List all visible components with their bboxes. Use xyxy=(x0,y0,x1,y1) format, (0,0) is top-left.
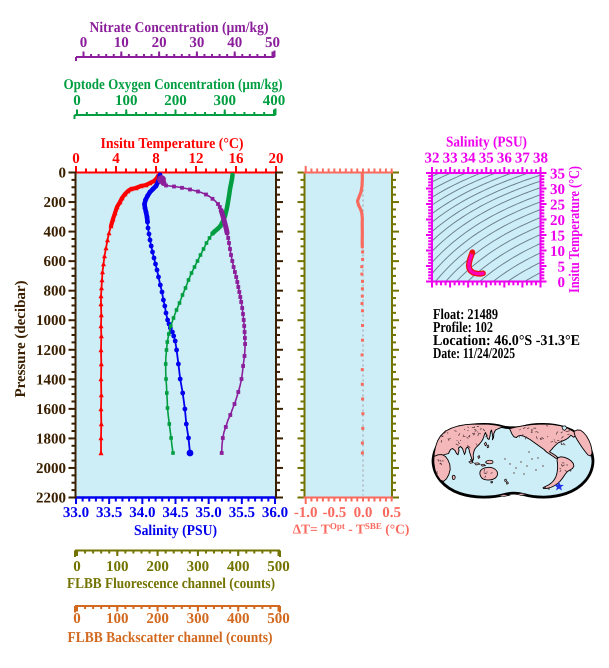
svg-text:12: 12 xyxy=(189,151,204,167)
svg-text:8: 8 xyxy=(152,151,160,167)
svg-text:400: 400 xyxy=(263,93,286,109)
svg-text:200: 200 xyxy=(44,195,67,211)
svg-text:0.0: 0.0 xyxy=(354,505,373,521)
svg-text:36: 36 xyxy=(497,151,513,167)
svg-text:4: 4 xyxy=(112,151,120,167)
svg-text:37: 37 xyxy=(515,151,531,167)
svg-text:Salinity (PSU): Salinity (PSU) xyxy=(134,523,217,539)
svg-text:0: 0 xyxy=(72,151,80,167)
svg-text:0: 0 xyxy=(73,611,81,627)
svg-text:35.0: 35.0 xyxy=(196,505,222,521)
svg-text:Salinity (PSU): Salinity (PSU) xyxy=(446,135,527,151)
svg-text:33: 33 xyxy=(443,151,458,167)
svg-text:20: 20 xyxy=(269,151,284,167)
svg-text:10: 10 xyxy=(114,35,129,51)
svg-text:1000: 1000 xyxy=(36,313,66,329)
svg-text:200: 200 xyxy=(146,611,169,627)
svg-text:ΔT= TOpt - TSBE (°C): ΔT= TOpt - TSBE (°C) xyxy=(293,521,410,537)
svg-text:10: 10 xyxy=(550,244,565,260)
svg-text:500: 500 xyxy=(267,559,290,575)
svg-text:34.0: 34.0 xyxy=(129,505,155,521)
svg-text:30: 30 xyxy=(189,35,204,51)
svg-text:25: 25 xyxy=(550,198,565,214)
svg-text:100: 100 xyxy=(115,93,138,109)
svg-text:800: 800 xyxy=(44,284,67,300)
svg-text:20: 20 xyxy=(550,213,565,229)
svg-text:Pressure (decibar): Pressure (decibar) xyxy=(13,281,29,398)
svg-text:2000: 2000 xyxy=(36,461,66,477)
svg-text:0: 0 xyxy=(59,166,67,182)
svg-text:FLBB Backscatter channel (coun: FLBB Backscatter channel (counts) xyxy=(68,630,273,646)
svg-text:0: 0 xyxy=(73,559,81,575)
svg-text:0.5: 0.5 xyxy=(382,505,401,521)
svg-text:-1.0: -1.0 xyxy=(294,505,318,521)
svg-text:30: 30 xyxy=(550,182,565,198)
svg-text:-0.5: -0.5 xyxy=(322,505,346,521)
svg-text:0: 0 xyxy=(80,35,88,51)
svg-text:100: 100 xyxy=(106,559,129,575)
svg-text:40: 40 xyxy=(227,35,242,51)
svg-text:FLBB Fluorescence channel (cou: FLBB Fluorescence channel (counts) xyxy=(67,576,275,592)
svg-text:35.5: 35.5 xyxy=(229,505,255,521)
svg-text:300: 300 xyxy=(187,559,210,575)
svg-text:Optode Oxygen Concentration (µ: Optode Oxygen Concentration (µm/kg) xyxy=(64,77,283,93)
svg-text:Nitrate Concentration (µm/kg): Nitrate Concentration (µm/kg) xyxy=(90,20,269,36)
svg-text:0: 0 xyxy=(558,275,566,291)
svg-text:500: 500 xyxy=(267,611,290,627)
svg-text:5: 5 xyxy=(558,260,566,276)
svg-text:200: 200 xyxy=(146,559,169,575)
svg-text:600: 600 xyxy=(44,254,67,270)
svg-text:Date: 11/24/2025: Date: 11/24/2025 xyxy=(433,346,515,362)
svg-text:400: 400 xyxy=(227,559,250,575)
svg-text:300: 300 xyxy=(214,93,237,109)
svg-text:38: 38 xyxy=(533,151,548,167)
svg-text:1600: 1600 xyxy=(36,402,66,418)
svg-text:34: 34 xyxy=(461,151,477,167)
svg-text:35: 35 xyxy=(550,167,565,183)
svg-text:100: 100 xyxy=(106,611,129,627)
svg-text:200: 200 xyxy=(164,93,187,109)
svg-text:400: 400 xyxy=(227,611,250,627)
svg-text:300: 300 xyxy=(187,611,210,627)
svg-text:400: 400 xyxy=(44,225,67,241)
svg-text:0: 0 xyxy=(73,93,81,109)
svg-text:35: 35 xyxy=(479,151,494,167)
svg-text:50: 50 xyxy=(265,35,280,51)
svg-text:16: 16 xyxy=(229,151,245,167)
svg-text:1800: 1800 xyxy=(36,431,66,447)
svg-text:Insitu Temperature (°C): Insitu Temperature (°C) xyxy=(101,136,244,152)
svg-text:Insitu Temperature (°C): Insitu Temperature (°C) xyxy=(567,166,583,293)
svg-text:36.0: 36.0 xyxy=(262,505,288,521)
svg-text:32: 32 xyxy=(425,151,440,167)
svg-text:34.5: 34.5 xyxy=(162,505,188,521)
svg-text:33.5: 33.5 xyxy=(96,505,122,521)
svg-text:1200: 1200 xyxy=(36,343,66,359)
svg-text:33.0: 33.0 xyxy=(63,505,89,521)
svg-text:1400: 1400 xyxy=(36,372,66,388)
svg-text:2200: 2200 xyxy=(36,491,66,507)
svg-text:15: 15 xyxy=(550,229,565,245)
svg-text:20: 20 xyxy=(152,35,167,51)
